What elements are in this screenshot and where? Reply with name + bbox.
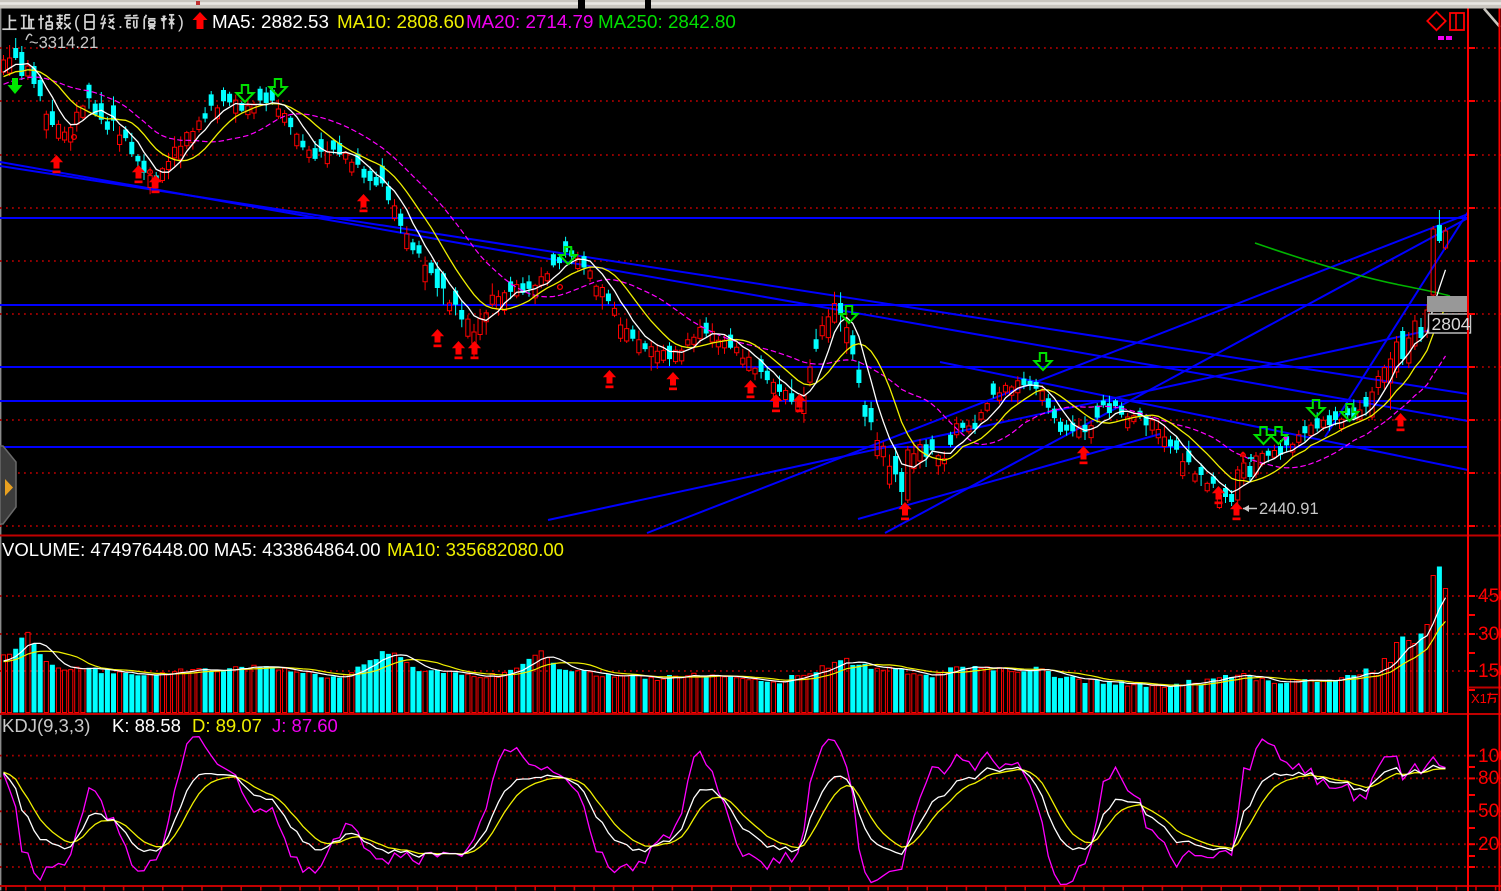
svg-text:): ) bbox=[178, 12, 184, 32]
svg-text:D: 89.07: D: 89.07 bbox=[192, 715, 262, 736]
svg-text:(: ( bbox=[74, 12, 80, 32]
svg-text:J: 87.60: J: 87.60 bbox=[272, 715, 338, 736]
svg-text:2440.91: 2440.91 bbox=[1259, 500, 1319, 518]
svg-text:X1: X1 bbox=[1471, 691, 1487, 706]
svg-text:MA5: 2882.53: MA5: 2882.53 bbox=[212, 11, 329, 32]
svg-text:MA250: 2842.80: MA250: 2842.80 bbox=[598, 11, 736, 32]
svg-text:100.00: 100.00 bbox=[1478, 746, 1501, 767]
svg-text:20.00: 20.00 bbox=[1478, 834, 1501, 855]
svg-text:45000: 45000 bbox=[1478, 586, 1501, 607]
svg-text:K: 88.58: K: 88.58 bbox=[112, 715, 181, 736]
svg-text:MA10: 2808.60: MA10: 2808.60 bbox=[337, 11, 464, 32]
svg-text:80.00: 80.00 bbox=[1478, 768, 1501, 789]
svg-text:50.00: 50.00 bbox=[1478, 801, 1501, 822]
svg-text:15000: 15000 bbox=[1478, 661, 1501, 682]
svg-text:VOLUME: 474976448.00 MA5: 4338: VOLUME: 474976448.00 MA5: 433864864.00 bbox=[2, 539, 381, 560]
svg-text:2804: 2804 bbox=[1432, 314, 1471, 334]
svg-text:~3314.21: ~3314.21 bbox=[29, 34, 98, 52]
svg-text:KDJ(9,3,3): KDJ(9,3,3) bbox=[2, 715, 90, 736]
svg-text:30000: 30000 bbox=[1478, 624, 1501, 645]
svg-text:MA10: 335682080.00: MA10: 335682080.00 bbox=[387, 539, 564, 560]
svg-text:MA20: 2714.79: MA20: 2714.79 bbox=[466, 11, 593, 32]
svg-text:.: . bbox=[118, 12, 123, 32]
